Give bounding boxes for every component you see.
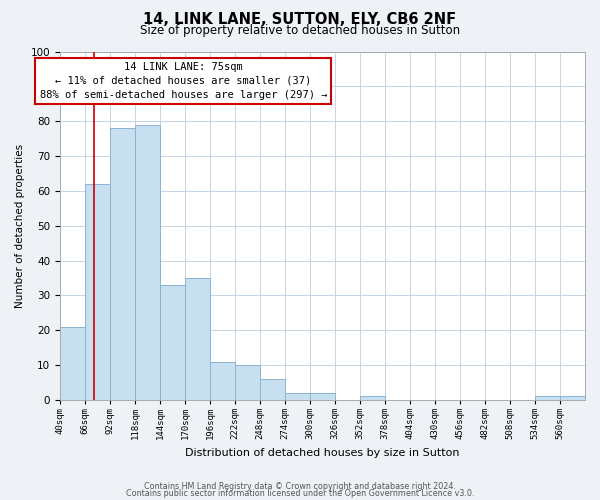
- Text: Size of property relative to detached houses in Sutton: Size of property relative to detached ho…: [140, 24, 460, 37]
- Text: Contains public sector information licensed under the Open Government Licence v3: Contains public sector information licen…: [126, 489, 474, 498]
- Bar: [110, 128, 135, 400]
- Bar: [310, 393, 335, 400]
- Bar: [235, 365, 260, 400]
- Bar: [210, 362, 235, 400]
- Bar: [285, 393, 310, 400]
- X-axis label: Distribution of detached houses by size in Sutton: Distribution of detached houses by size …: [185, 448, 460, 458]
- Bar: [60, 327, 85, 400]
- Text: 14 LINK LANE: 75sqm
← 11% of detached houses are smaller (37)
88% of semi-detach: 14 LINK LANE: 75sqm ← 11% of detached ho…: [40, 62, 327, 100]
- Text: Contains HM Land Registry data © Crown copyright and database right 2024.: Contains HM Land Registry data © Crown c…: [144, 482, 456, 491]
- Y-axis label: Number of detached properties: Number of detached properties: [15, 144, 25, 308]
- Bar: [260, 379, 285, 400]
- Bar: [560, 396, 585, 400]
- Bar: [135, 124, 160, 400]
- Bar: [185, 278, 210, 400]
- Bar: [360, 396, 385, 400]
- Bar: [85, 184, 110, 400]
- Text: 14, LINK LANE, SUTTON, ELY, CB6 2NF: 14, LINK LANE, SUTTON, ELY, CB6 2NF: [143, 12, 457, 27]
- Bar: [160, 285, 185, 400]
- Bar: [535, 396, 560, 400]
